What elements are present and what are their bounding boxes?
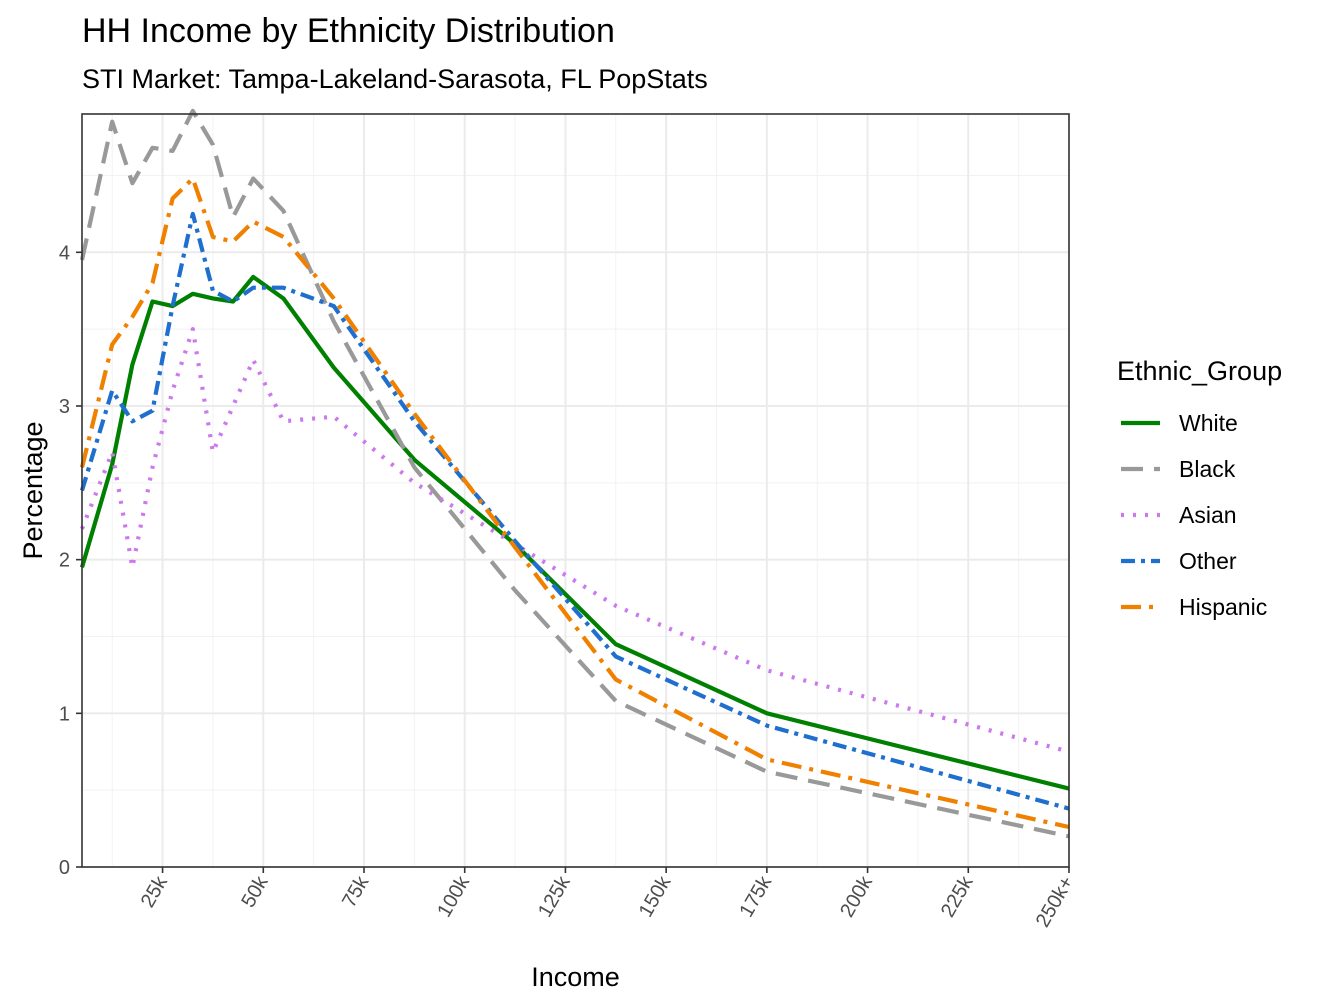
- x-axis-title: Income: [531, 962, 620, 992]
- legend-label-asian: Asian: [1179, 502, 1237, 528]
- y-tick-label: 3: [59, 396, 70, 418]
- y-tick-label: 2: [59, 550, 70, 572]
- series-line-white: [79, 274, 1070, 791]
- x-tick-label: 100k: [433, 872, 474, 921]
- chart-subtitle: STI Market: Tampa-Lakeland-Sarasota, FL …: [82, 64, 708, 94]
- x-tick-label: 200k: [836, 872, 877, 921]
- y-tick-label: 0: [59, 857, 70, 879]
- y-tick-label: 4: [59, 242, 70, 264]
- x-tick-label: 75k: [338, 872, 374, 912]
- series-lines: [79, 108, 1070, 839]
- x-axis-ticks: 25k 50k 75k 100k 125k 150k 175k 200k 225k 250k+: [137, 867, 1079, 932]
- series-line-asian: [80, 327, 1070, 754]
- x-tick-label: 150k: [635, 872, 676, 921]
- plot-panel-border: [81, 113, 1070, 868]
- x-tick-label: 125k: [534, 872, 575, 921]
- chart-title: HH Income by Ethnicity Distribution: [82, 12, 615, 50]
- series-line-other: [79, 211, 1070, 811]
- y-tick-label: 1: [59, 703, 70, 725]
- legend: Ethnic_Group White Black Asian Other Hispani…: [1117, 356, 1282, 620]
- x-tick-label: 225k: [937, 872, 978, 921]
- grid: [82, 114, 1070, 868]
- x-tick-label: 50k: [237, 872, 273, 912]
- legend-label-white: White: [1179, 410, 1238, 436]
- legend-label-hispanic: Hispanic: [1179, 594, 1267, 620]
- y-axis-ticks: 0 1 2 3 4: [59, 242, 82, 879]
- legend-title: Ethnic_Group: [1117, 356, 1282, 386]
- x-tick-label: 175k: [735, 872, 776, 921]
- x-tick-label: 25k: [137, 872, 173, 912]
- series-line-hispanic: [79, 176, 1070, 830]
- x-tick-label: 250k+: [1032, 873, 1079, 932]
- y-axis-title: Percentage: [18, 421, 48, 559]
- legend-label-black: Black: [1179, 456, 1236, 482]
- legend-label-other: Other: [1179, 548, 1237, 574]
- series-line-black: [79, 108, 1070, 839]
